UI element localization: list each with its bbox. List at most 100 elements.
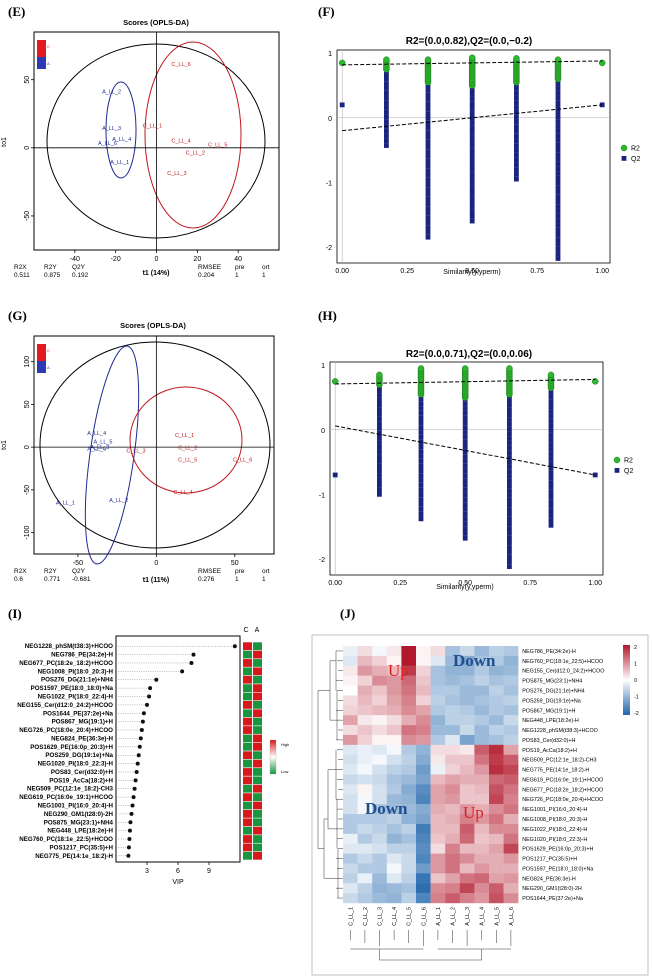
q2-point <box>462 458 468 464</box>
heatmap-cell <box>386 784 402 795</box>
q2-point <box>507 521 512 527</box>
heatmap-cell <box>416 725 431 736</box>
heatmap-cell <box>445 715 460 726</box>
heatmap-cell <box>401 863 417 874</box>
panel-g-group-c-ellipse <box>129 386 243 494</box>
q2-point <box>507 474 512 479</box>
heatmap-cell <box>372 873 387 884</box>
panel-e-legend-c: C <box>47 44 50 49</box>
q2-point <box>462 468 468 474</box>
panel-f-permutation-plot: R2=(0.0,0.82),Q2=(0.0,−0.2) 1 0 -1 -2 0.00 0.… <box>326 36 641 276</box>
heatmap-cell <box>474 665 490 676</box>
q2-point <box>418 487 424 493</box>
heatmap-cell <box>357 833 373 844</box>
heatmap-cell <box>445 646 460 657</box>
vip-point <box>148 686 153 691</box>
heatmap-cell <box>372 734 387 746</box>
heatmap-cell <box>430 715 446 726</box>
vip-point <box>141 711 146 716</box>
heatmap-row-label: POS1217_PC(35:5)+H <box>522 857 577 863</box>
heatmap-row-label: NEG824_PE(36:3e)-H <box>522 876 576 882</box>
heatmap-cell <box>343 883 358 894</box>
q2-point <box>548 461 554 467</box>
q2-point <box>555 133 561 139</box>
r2-point <box>331 378 339 385</box>
heatmap-cell <box>416 843 431 854</box>
heatmap-cell <box>357 695 373 706</box>
q2-point <box>507 459 512 465</box>
vip-group-a-cell <box>253 818 262 827</box>
q2-point <box>462 410 468 416</box>
panel-h-xlabel: Similarity(y,yperm) <box>436 584 493 591</box>
q2-point <box>507 549 512 555</box>
panel-i-xlabel: VIP <box>172 879 184 886</box>
heatmap-row-label: POS1644_PE(37:2e)+Na <box>522 896 583 902</box>
vip-label: NEG448_LPE(18:2e)-H <box>47 828 113 835</box>
vip-label: NEG786_PE(34:2e)-H <box>51 652 113 659</box>
heatmap-cell <box>401 814 417 825</box>
panel-label-j: (J) <box>340 606 355 621</box>
heatmap-cell <box>459 843 475 854</box>
q2-point <box>425 211 431 216</box>
heatmap-col-label: A_LL_5 <box>494 907 500 926</box>
q2-point <box>462 439 468 445</box>
heatmap-cell <box>459 715 475 726</box>
heatmap-cell <box>343 804 358 815</box>
panel-g-legend-c-swatch <box>37 344 46 361</box>
vip-group-a-cell <box>253 734 262 743</box>
heatmap-cell <box>343 655 358 666</box>
heatmap-cell <box>401 893 417 904</box>
q2-point <box>514 167 519 172</box>
vip-group-a-cell <box>253 726 262 734</box>
vip-group-a-cell <box>253 751 262 760</box>
q2-point <box>548 503 554 509</box>
q2-point <box>548 428 554 433</box>
vip-group-a-cell <box>253 692 262 701</box>
r2-point <box>598 59 606 67</box>
r2-point <box>461 365 469 372</box>
heatmap-cell <box>416 744 431 755</box>
heatmap-cell <box>357 784 373 795</box>
heatmap-cell <box>386 893 402 904</box>
q2-point <box>507 535 512 541</box>
heatmap-cell <box>401 646 417 657</box>
heatmap-cell <box>416 774 431 785</box>
stat-header-rmsee: RMSEE <box>198 264 222 271</box>
q2-point <box>548 522 554 528</box>
vip-group-a-cell <box>253 851 262 860</box>
q2-point <box>418 516 424 522</box>
panel-e-confidence-ellipse <box>46 43 266 239</box>
q2-point <box>555 232 561 238</box>
heatmap-cell <box>459 734 475 746</box>
heatmap-cell <box>445 784 460 795</box>
q2-point <box>462 434 468 440</box>
vip-label: NEG1228_phSM(t38:3)+HCOO <box>25 643 113 650</box>
heatmap-cell <box>459 725 475 736</box>
heatmap-cell <box>430 853 446 864</box>
heatmap-cell <box>357 893 373 904</box>
heatmap-cell <box>357 873 373 884</box>
stat-header-ort: ort <box>262 264 270 271</box>
q2-point <box>548 513 554 519</box>
q2-point <box>462 521 468 527</box>
score-point-a_ll_5: A_LL_5 <box>94 440 113 446</box>
heatmap-cell <box>474 774 490 785</box>
score-point-c_ll_3: C_LL_3 <box>126 448 145 454</box>
q2-point <box>418 401 424 407</box>
panel-e-legend-c-swatch <box>37 40 46 57</box>
y-tick-label: 0 <box>328 116 332 123</box>
q2-point <box>469 209 475 215</box>
q2-point <box>548 484 554 490</box>
y-tick-label: 50 <box>24 76 31 84</box>
q2-point <box>469 134 475 139</box>
vip-group-a-cell <box>253 776 262 785</box>
vip-point <box>134 769 139 774</box>
heatmap-cell <box>489 695 504 706</box>
vip-group-a-cell <box>253 650 262 659</box>
q2-point <box>514 138 519 144</box>
heatmap-cell <box>357 646 373 657</box>
panel-e-group-c-ellipse <box>144 41 242 229</box>
heatmap-cell <box>386 833 402 844</box>
x-tick-label: 50 <box>231 560 239 567</box>
